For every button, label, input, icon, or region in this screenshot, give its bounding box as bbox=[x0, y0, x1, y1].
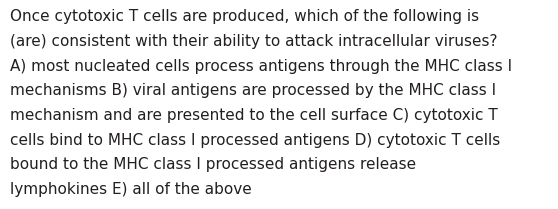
Text: cells bind to MHC class I processed antigens D) cytotoxic T cells: cells bind to MHC class I processed anti… bbox=[10, 133, 501, 148]
Text: mechanism and are presented to the cell surface C) cytotoxic T: mechanism and are presented to the cell … bbox=[10, 108, 498, 123]
Text: A) most nucleated cells process antigens through the MHC class I: A) most nucleated cells process antigens… bbox=[10, 59, 512, 74]
Text: (are) consistent with their ability to attack intracellular viruses?: (are) consistent with their ability to a… bbox=[10, 34, 498, 49]
Text: Once cytotoxic T cells are produced, which of the following is: Once cytotoxic T cells are produced, whi… bbox=[10, 9, 479, 24]
Text: lymphokines E) all of the above: lymphokines E) all of the above bbox=[10, 182, 252, 197]
Text: bound to the MHC class I processed antigens release: bound to the MHC class I processed antig… bbox=[10, 157, 416, 172]
Text: mechanisms B) viral antigens are processed by the MHC class I: mechanisms B) viral antigens are process… bbox=[10, 83, 496, 98]
